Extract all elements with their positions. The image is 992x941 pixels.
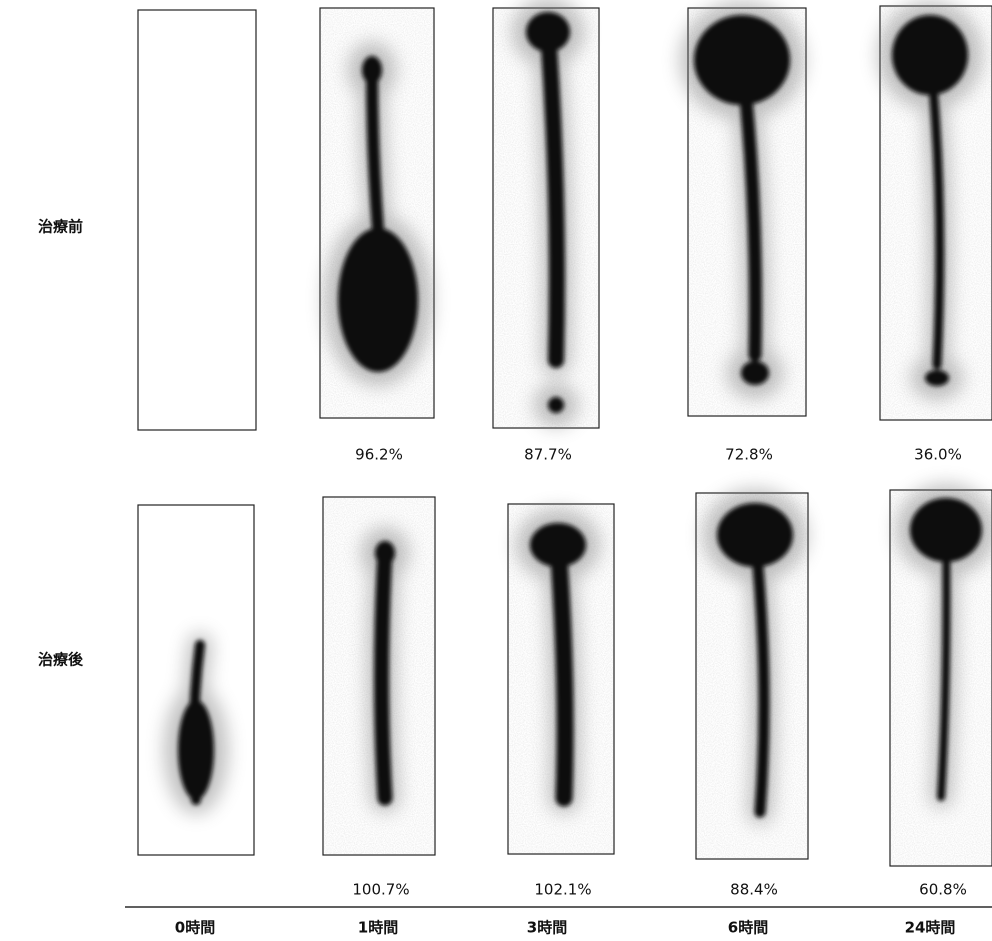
percentage-label: 72.8%: [725, 446, 773, 464]
scan-panel: [137, 504, 255, 856]
uptake: [526, 12, 570, 413]
scan-panel: [319, 7, 435, 419]
row-label: 治療後: [38, 651, 84, 669]
uptake: [178, 640, 214, 805]
time-label: 6時間: [728, 919, 768, 937]
uptake-blob: [741, 361, 769, 385]
scan-panel: [492, 0, 600, 429]
uptake-stalk: [549, 536, 574, 807]
percentage-label: 36.0%: [914, 446, 962, 464]
uptake-stalk: [937, 526, 951, 801]
scan-panel: [507, 503, 615, 855]
uptake-blob: [338, 228, 418, 372]
uptake: [910, 498, 982, 801]
percentage-label: 87.7%: [524, 446, 572, 464]
uptake: [694, 15, 790, 385]
scan-panel: [878, 1, 992, 421]
scan-panel: [680, 1, 807, 417]
uptake: [717, 503, 793, 818]
uptake: [338, 56, 418, 372]
percentage-label: 100.7%: [352, 881, 409, 899]
percentage-label: 96.2%: [355, 446, 403, 464]
uptake-blob: [178, 700, 214, 800]
scan-panel: [137, 9, 257, 431]
uptake: [892, 15, 968, 386]
percentage-label: 102.1%: [534, 881, 591, 899]
uptake-stalk: [366, 64, 384, 236]
uptake-stalk: [735, 53, 762, 362]
uptake: [530, 523, 586, 807]
uptake-stalk: [925, 50, 945, 370]
scan-panel: [889, 484, 992, 867]
uptake-stalk: [540, 24, 565, 368]
uptake-blob: [925, 370, 949, 386]
uptake-stalk: [749, 529, 770, 818]
time-label: 1時間: [358, 919, 398, 937]
time-label: 0時間: [175, 919, 215, 937]
scan-panel: [695, 489, 809, 860]
percentage-label: 88.4%: [730, 881, 778, 899]
uptake-stalk: [374, 545, 393, 806]
uptake-blob: [548, 397, 564, 413]
percentage-label: 60.8%: [919, 881, 967, 899]
panel-frame: [137, 9, 257, 431]
time-label: 24時間: [905, 919, 956, 937]
time-label: 3時間: [527, 919, 567, 937]
scan-panel: [322, 496, 436, 856]
uptake: [374, 541, 395, 806]
row-label: 治療前: [38, 218, 83, 236]
